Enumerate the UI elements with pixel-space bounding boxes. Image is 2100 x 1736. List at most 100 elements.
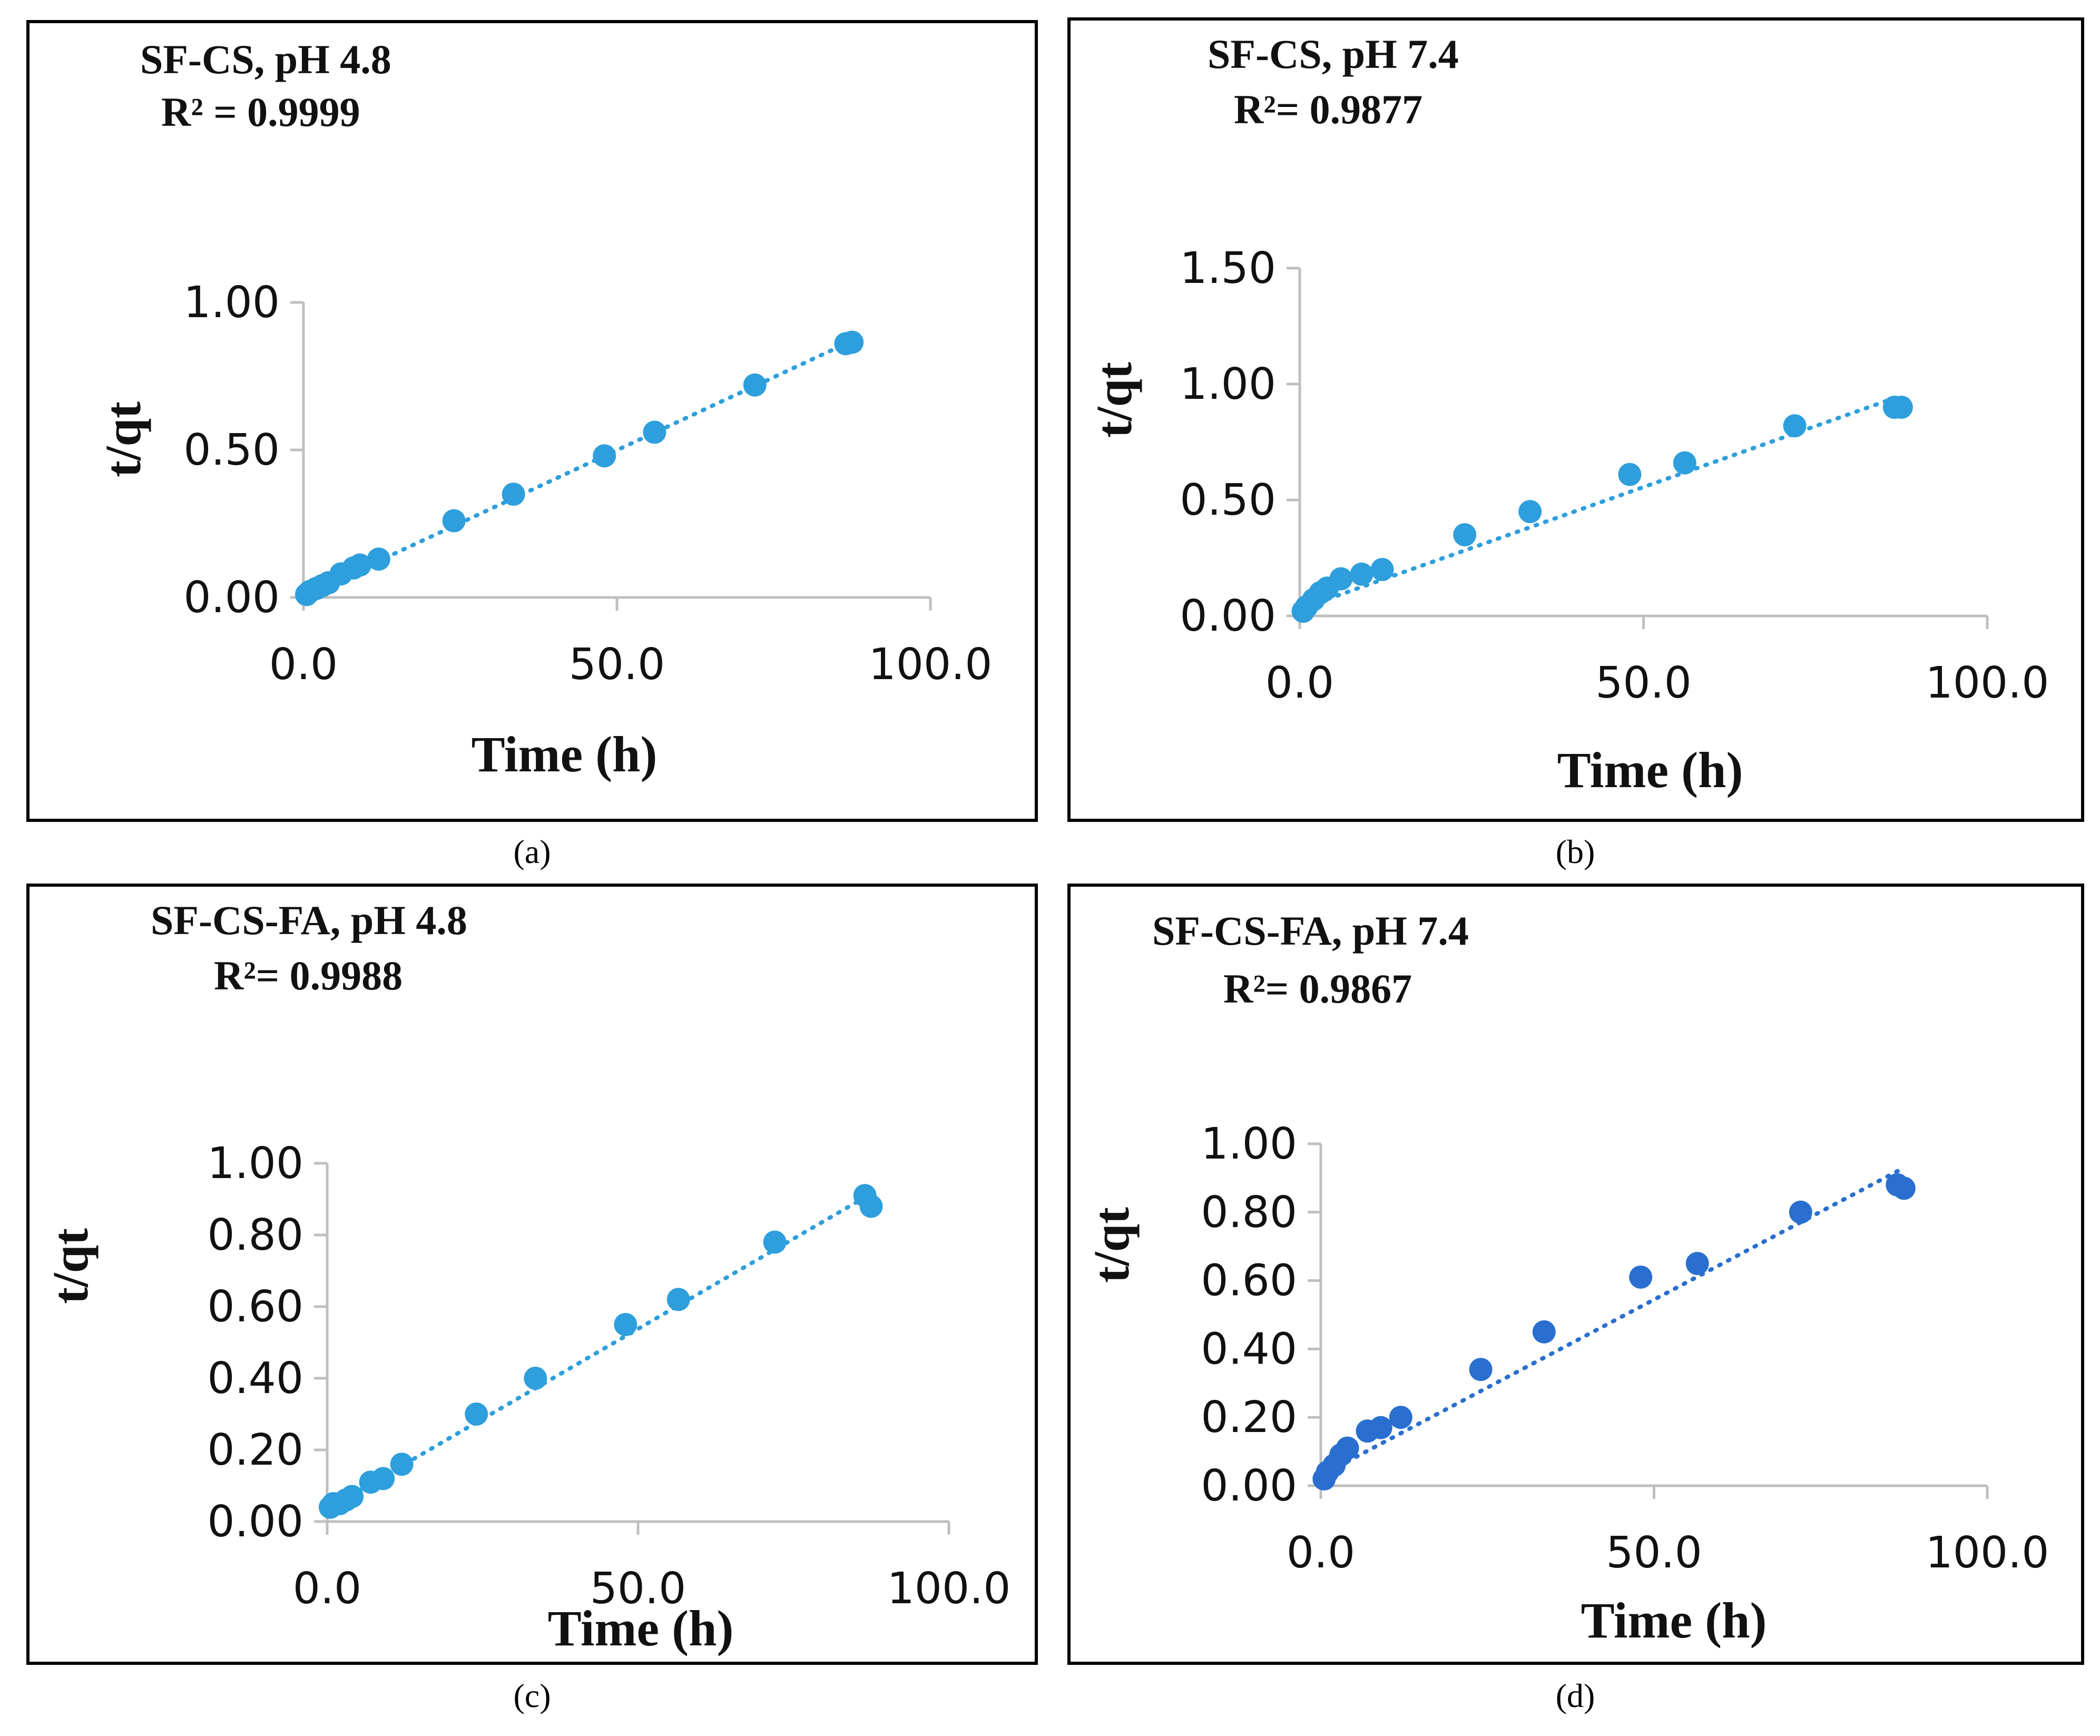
y-axis-title: t/qt: [1086, 362, 1142, 438]
trendline: [301, 338, 855, 599]
data-point: [666, 1288, 690, 1311]
data-point: [348, 553, 372, 577]
chart-title: SF-CS, pH 4.8: [140, 36, 391, 82]
chart-subtitle: R²= 0.9877: [1234, 86, 1422, 132]
data-point: [502, 483, 525, 506]
y-tick-label: 1.00: [1180, 359, 1276, 409]
chart-title: SF-CS-FA, pH 4.8: [151, 897, 467, 943]
x-tick-label: 100.0: [869, 640, 993, 690]
y-tick-label: 0.50: [1180, 475, 1276, 525]
x-tick-label: 50.0: [569, 640, 665, 690]
y-tick-label: 0.40: [207, 1354, 303, 1404]
data-point: [371, 1467, 395, 1490]
chart-panel-d: SF-CS-FA, pH 7.4 R²= 0.9867 0.00 0.20 0.40 0.…: [1067, 884, 2084, 1665]
data-point: [1673, 451, 1696, 475]
data-point: [1370, 558, 1394, 581]
y-axis-title: t/qt: [1083, 1207, 1140, 1283]
data-point: [442, 509, 466, 533]
chart-svg-a: SF-CS, pH 4.8 R² = 0.9999 0.00 0.50 1.00 0.0 5…: [95, 36, 993, 782]
data-point: [763, 1230, 787, 1254]
y-tick-label: 1.00: [183, 278, 280, 328]
y-tick-label: 0.00: [1201, 1461, 1297, 1511]
data-point: [524, 1367, 547, 1390]
chart-subtitle: R²= 0.9988: [214, 953, 403, 998]
data-point: [1389, 1406, 1412, 1429]
data-point: [1350, 562, 1373, 586]
caption-d: (d): [1496, 1676, 1654, 1715]
x-tick-label: 0.0: [1287, 1528, 1355, 1578]
x-tick-label: 50.0: [1606, 1528, 1702, 1578]
x-axis-title: Time (h): [472, 726, 658, 782]
data-point: [643, 420, 666, 444]
trendline: [1319, 1165, 1906, 1478]
y-tick-label: 0.80: [1201, 1188, 1297, 1238]
x-tick-label: 0.0: [269, 640, 338, 690]
data-point: [1532, 1320, 1556, 1343]
data-point: [593, 444, 616, 468]
y-tick-label: 0.60: [1201, 1256, 1297, 1306]
data-point: [1783, 414, 1807, 438]
y-tick-label: 0.00: [1180, 591, 1276, 641]
data-point: [390, 1453, 414, 1476]
x-tick-label: 0.0: [293, 1564, 361, 1614]
data-point: [367, 547, 390, 571]
data-point: [1789, 1200, 1812, 1224]
data-point: [340, 1485, 364, 1508]
y-tick-label: 0.00: [207, 1497, 303, 1547]
y-tick-label: 0.60: [207, 1282, 303, 1332]
data-point: [1336, 1436, 1359, 1460]
caption-c-text: (c): [513, 1677, 551, 1714]
y-tick-label: 1.50: [1180, 243, 1276, 293]
x-tick-label: 50.0: [590, 1564, 686, 1614]
caption-c: (c): [453, 1676, 611, 1715]
chart-svg-b: SF-CS, pH 7.4 R²= 0.9877 0.00 0.50 1.00 1.50 0…: [1086, 31, 2049, 798]
caption-b: (b): [1496, 832, 1654, 871]
data-point: [1629, 1266, 1653, 1289]
y-axis-title: t/qt: [42, 1228, 99, 1304]
data-point: [1889, 396, 1913, 419]
y-tick-label: 0.80: [207, 1210, 303, 1260]
caption-b-text: (b): [1555, 833, 1595, 870]
data-point: [743, 373, 767, 397]
data-point: [1329, 567, 1353, 591]
data-point: [1618, 463, 1642, 486]
data-point: [1892, 1176, 1916, 1200]
x-tick-label: 0.0: [1265, 658, 1334, 708]
data-point: [1518, 500, 1542, 523]
chart-subtitle: R² = 0.9999: [161, 89, 360, 135]
x-axis-title: Time (h): [1557, 742, 1743, 798]
x-axis-title: Time (h): [548, 1600, 734, 1656]
data-point: [465, 1402, 488, 1426]
data-point: [1685, 1252, 1709, 1276]
caption-a-text: (a): [513, 833, 551, 870]
data-point: [840, 330, 864, 354]
x-tick-label: 50.0: [1595, 658, 1692, 708]
y-tick-label: 0.50: [183, 425, 280, 475]
x-tick-label: 100.0: [887, 1564, 1011, 1614]
chart-panel-b: SF-CS, pH 7.4 R²= 0.9877 0.00 0.50 1.00 1.50 0…: [1067, 17, 2084, 822]
chart-panel-c: SF-CS-FA, pH 4.8 R²= 0.9988 0.00 0.20 0.40 0.…: [26, 884, 1038, 1665]
caption-a: (a): [453, 832, 611, 871]
chart-subtitle: R²= 0.9867: [1223, 966, 1412, 1012]
y-tick-label: 0.00: [183, 573, 280, 623]
caption-d-text: (d): [1555, 1677, 1595, 1714]
x-axis-title: Time (h): [1581, 1592, 1767, 1649]
y-tick-label: 0.40: [1201, 1324, 1297, 1374]
chart-svg-d: SF-CS-FA, pH 7.4 R²= 0.9867 0.00 0.20 0.40 0.…: [1083, 908, 2049, 1649]
y-tick-label: 1.00: [207, 1139, 303, 1189]
y-tick-label: 0.20: [207, 1425, 303, 1475]
chart-panel-a: SF-CS, pH 4.8 R² = 0.9999 0.00 0.50 1.00 0.0 5…: [26, 20, 1038, 822]
data-point: [1369, 1416, 1392, 1439]
y-tick-label: 0.20: [1201, 1392, 1297, 1443]
x-tick-label: 100.0: [1926, 1528, 2049, 1578]
x-tick-label: 100.0: [1926, 658, 2049, 708]
chart-svg-c: SF-CS-FA, pH 4.8 R²= 0.9988 0.00 0.20 0.40 0.…: [42, 897, 1011, 1656]
data-point: [859, 1194, 883, 1218]
y-axis-title: t/qt: [95, 401, 151, 477]
chart-title: SF-CS, pH 7.4: [1208, 31, 1459, 77]
data-point: [1453, 523, 1477, 546]
data-point: [614, 1313, 637, 1336]
y-tick-label: 1.00: [1201, 1119, 1297, 1169]
chart-title: SF-CS-FA, pH 7.4: [1152, 908, 1469, 954]
data-point: [1469, 1358, 1493, 1381]
